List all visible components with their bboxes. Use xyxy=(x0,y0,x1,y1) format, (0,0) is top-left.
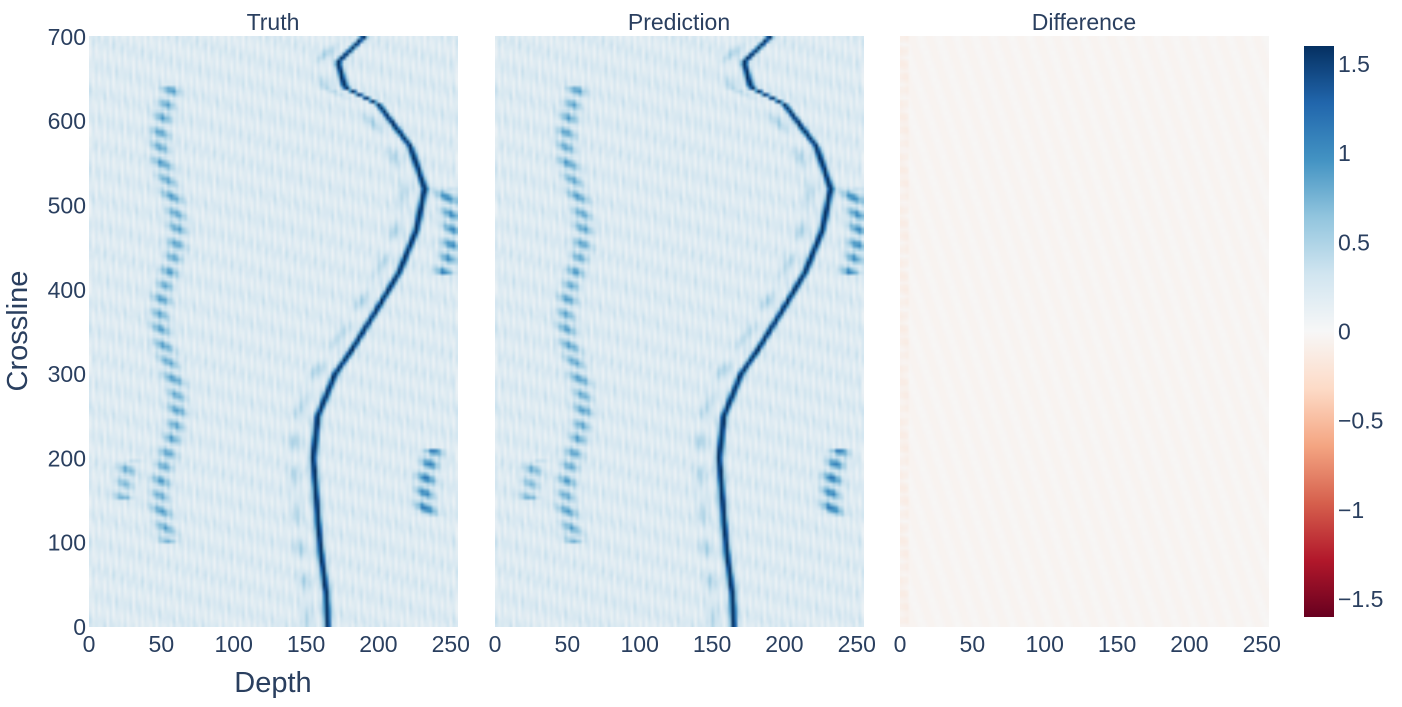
heatmap-truth xyxy=(89,36,458,627)
y-tick-label: 0 xyxy=(73,614,86,640)
y-tick-label: 700 xyxy=(48,24,86,50)
x-tick-label: 250 xyxy=(432,631,470,657)
x-tick-label: 100 xyxy=(215,631,253,657)
x-axis-title: Depth xyxy=(234,667,311,699)
panel-title-difference: Difference xyxy=(1032,9,1136,35)
colorbar-tick-label: −0.5 xyxy=(1338,408,1383,434)
x-tick-label: 0 xyxy=(83,631,96,657)
x-tick-label: 150 xyxy=(693,631,731,657)
x-tick-label: 250 xyxy=(1243,631,1281,657)
x-tick-label: 50 xyxy=(960,631,986,657)
heatmap-raster-truth xyxy=(89,36,458,627)
y-axis-ticks: 0 100 200 300 400 500 600 700 xyxy=(48,24,86,640)
x-tick-label: 0 xyxy=(489,631,502,657)
x-tick-label: 250 xyxy=(838,631,876,657)
x-axis-ticks: 0 50 100 150 200 250 0 50 100 150 200 250 0 50 100 150 2… xyxy=(83,631,1281,657)
heatmap-prediction xyxy=(495,36,864,627)
panel-title-truth: Truth xyxy=(247,9,300,35)
x-tick-label: 150 xyxy=(287,631,325,657)
heatmap-raster-difference xyxy=(900,36,1269,627)
heatmap-raster-prediction xyxy=(495,36,864,627)
y-tick-label: 200 xyxy=(48,445,86,471)
colorbar-tick-label: 0 xyxy=(1338,319,1351,345)
colorbar-tick-label: 1.5 xyxy=(1338,51,1370,77)
x-tick-label: 50 xyxy=(149,631,175,657)
x-tick-label: 150 xyxy=(1098,631,1136,657)
y-tick-label: 500 xyxy=(48,192,86,218)
x-tick-label: 200 xyxy=(1170,631,1208,657)
heatmap-difference xyxy=(900,36,1269,627)
colorbar-ticks: 1.5 1 0.5 0 −0.5 −1 −1.5 xyxy=(1338,51,1383,612)
y-tick-label: 300 xyxy=(48,361,86,387)
colorbar-tick-label: 0.5 xyxy=(1338,229,1370,255)
colorbar-tick-label: 1 xyxy=(1338,140,1351,166)
x-tick-label: 0 xyxy=(894,631,907,657)
colorbar-tick-label: −1 xyxy=(1338,497,1364,523)
x-tick-label: 100 xyxy=(621,631,659,657)
panel-title-prediction: Prediction xyxy=(628,9,730,35)
y-axis-title: Crossline xyxy=(2,271,34,392)
x-tick-label: 50 xyxy=(555,631,581,657)
y-tick-label: 400 xyxy=(48,277,86,303)
colorbar xyxy=(1304,46,1334,617)
y-tick-label: 600 xyxy=(48,108,86,134)
x-tick-label: 100 xyxy=(1026,631,1064,657)
y-tick-label: 100 xyxy=(48,530,86,556)
x-tick-label: 200 xyxy=(359,631,397,657)
x-tick-label: 200 xyxy=(765,631,803,657)
colorbar-tick-label: −1.5 xyxy=(1338,586,1383,612)
